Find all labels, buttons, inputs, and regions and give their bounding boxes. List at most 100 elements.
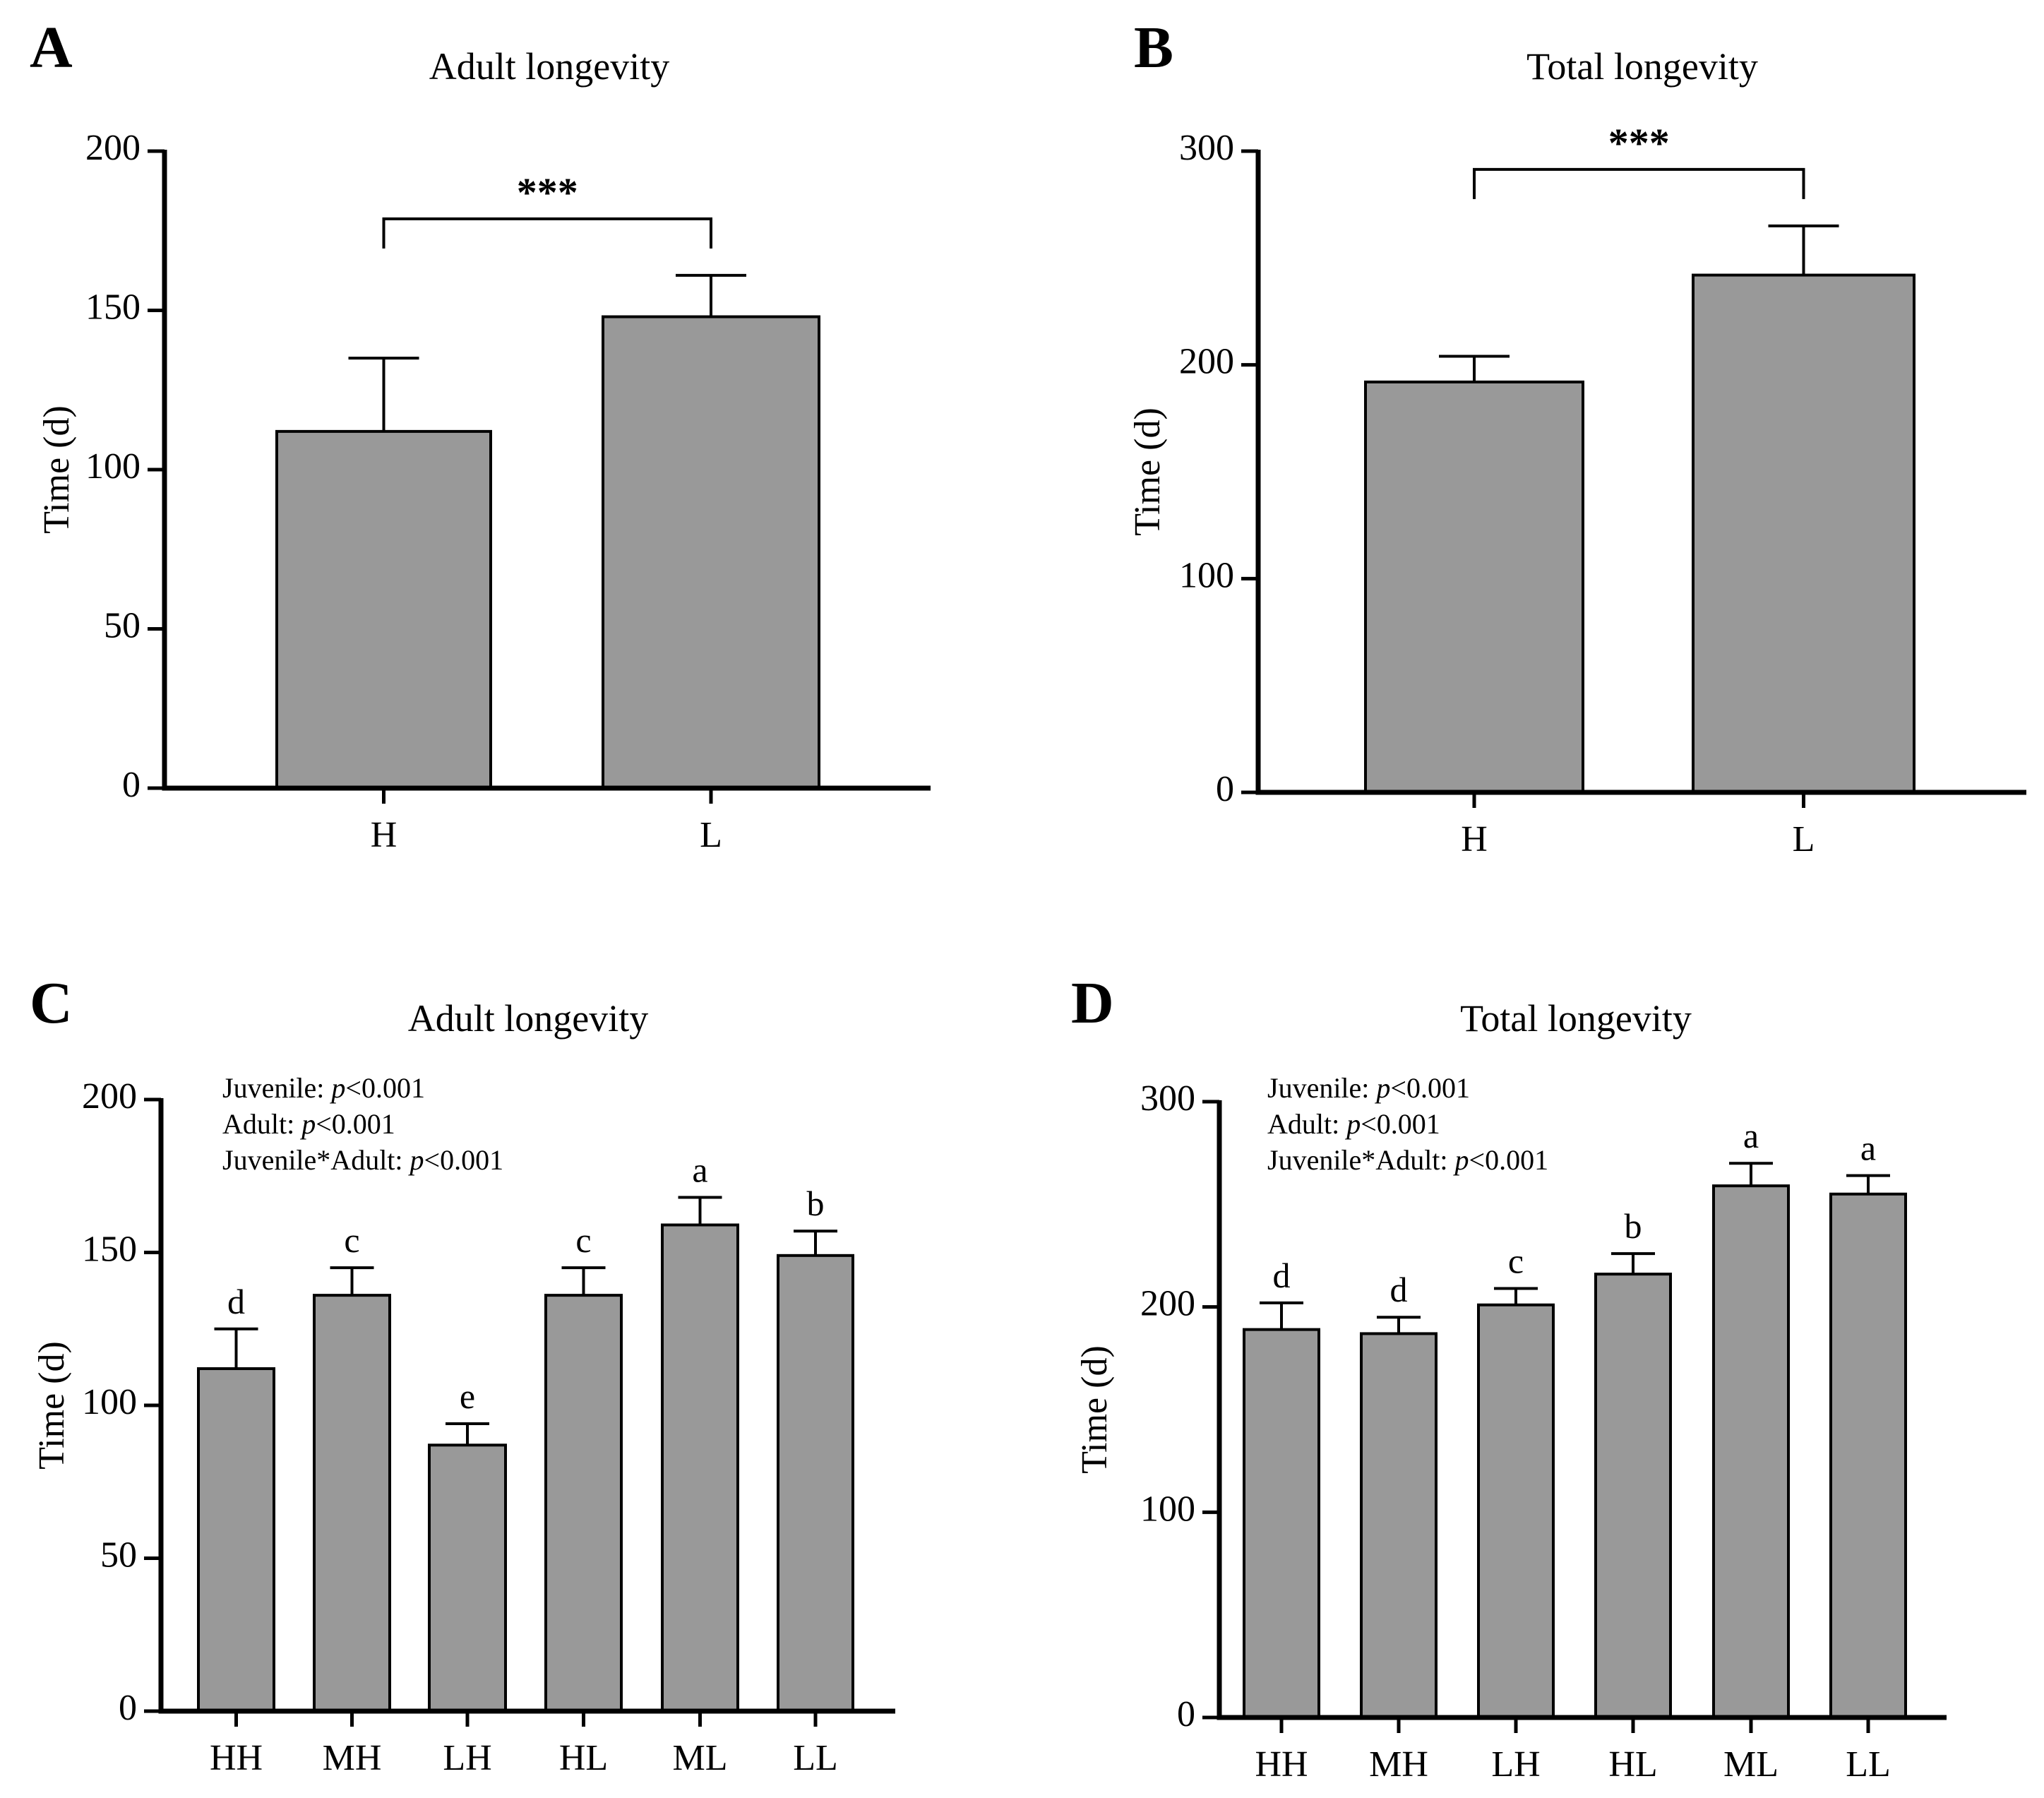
x-tick-label: MH — [323, 1738, 382, 1778]
y-tick-label: 0 — [122, 765, 141, 805]
x-tick-label: HH — [1255, 1744, 1308, 1785]
panel-label: D — [1071, 970, 1114, 1036]
x-tick-label: ML — [673, 1738, 728, 1778]
chart-title: Total longevity — [1460, 997, 1692, 1040]
stats-value: <0.001 — [424, 1144, 504, 1176]
y-tick-label: 50 — [104, 605, 141, 645]
bar-hh — [197, 1367, 275, 1713]
y-tick-label: 0 — [1216, 769, 1234, 809]
y-tick-label: 300 — [1140, 1078, 1195, 1119]
bar-lh — [428, 1443, 507, 1713]
stats-line: Juvenile*Adult: p<0.001 — [222, 1144, 503, 1176]
bar-mh — [313, 1294, 391, 1713]
x-tick-label: HL — [559, 1738, 608, 1778]
bar-h — [275, 429, 492, 790]
y-tick-label: 150 — [85, 287, 141, 327]
significance-label: *** — [1608, 120, 1670, 166]
group-letter: c — [344, 1220, 359, 1260]
x-tick-label: H — [371, 815, 398, 855]
stats-line: Adult: p<0.001 — [1267, 1108, 1440, 1140]
stats-factor: Juvenile*Adult: — [1267, 1144, 1455, 1176]
group-letter: c — [1508, 1242, 1524, 1281]
x-tick-label: L — [700, 815, 722, 855]
bar-lh — [1477, 1303, 1555, 1719]
x-tick-label: MH — [1369, 1744, 1428, 1785]
group-letter: a — [692, 1150, 707, 1190]
stats-value: <0.001 — [345, 1072, 425, 1104]
bar-hh — [1243, 1328, 1320, 1719]
stats-value: <0.001 — [1361, 1108, 1440, 1140]
panel-a: A Adult longevity Time (d) H L 0 50 100 150 200 **… — [30, 15, 931, 855]
stats-p: p — [408, 1144, 424, 1176]
stats-factor: Juvenile: — [1267, 1072, 1376, 1104]
stats-value: <0.001 — [1390, 1072, 1470, 1104]
chart-title: Total longevity — [1526, 45, 1758, 88]
panel-label: A — [30, 15, 73, 81]
stats-p: p — [1453, 1144, 1469, 1176]
panel-label: B — [1134, 15, 1173, 81]
x-tick-label: L — [1793, 819, 1815, 859]
group-letter: b — [807, 1184, 825, 1223]
y-axis-label: Time (d) — [37, 405, 77, 534]
bar-l — [602, 315, 820, 790]
group-letter: c — [575, 1220, 591, 1260]
y-axis-label: Time (d) — [1128, 407, 1168, 536]
group-letter: a — [1860, 1129, 1876, 1168]
chart-title: Adult longevity — [429, 45, 669, 88]
y-tick-label: 100 — [1179, 555, 1234, 595]
stats-line: Juvenile: p<0.001 — [1267, 1072, 1470, 1104]
y-tick-label: 100 — [85, 446, 141, 487]
stats-line: Adult: p<0.001 — [222, 1108, 395, 1140]
stats-value: <0.001 — [1469, 1144, 1549, 1176]
bar-mh — [1360, 1332, 1438, 1720]
panel-c: C Adult longevity Time (d) d HH c MH e LH c HL a ML b… — [30, 970, 895, 1778]
stats-p: p — [299, 1108, 316, 1140]
bar-ml — [661, 1223, 739, 1713]
y-tick-label: 300 — [1179, 128, 1234, 168]
stats-p: p — [329, 1072, 345, 1104]
x-tick-label: HL — [1608, 1744, 1657, 1785]
group-letter: d — [227, 1282, 245, 1321]
y-tick-label: 200 — [82, 1076, 137, 1117]
stats-factor: Adult: — [222, 1108, 301, 1140]
y-tick-label: 50 — [100, 1535, 137, 1575]
bar-ll — [777, 1254, 854, 1713]
y-tick-label: 200 — [1140, 1284, 1195, 1324]
group-letter: b — [1625, 1206, 1642, 1246]
bar-l — [1692, 273, 1915, 794]
x-tick-label: HH — [210, 1738, 263, 1778]
stats-p: p — [1344, 1108, 1361, 1140]
stats-factor: Juvenile: — [222, 1072, 331, 1104]
group-letter: d — [1273, 1256, 1291, 1295]
y-tick-label: 100 — [1140, 1489, 1195, 1529]
stats-line: Juvenile*Adult: p<0.001 — [1267, 1144, 1548, 1176]
y-tick-label: 150 — [82, 1229, 137, 1269]
x-tick-label: ML — [1723, 1744, 1779, 1785]
stats-value: <0.001 — [316, 1108, 395, 1140]
bar-hl — [544, 1294, 623, 1713]
y-axis-label: Time (d) — [32, 1341, 72, 1470]
x-tick-label: LL — [1846, 1744, 1891, 1785]
stats-factor: Juvenile*Adult: — [222, 1144, 410, 1176]
group-letter: a — [1743, 1116, 1759, 1155]
bar-ll — [1829, 1192, 1907, 1720]
significance-label: *** — [517, 169, 578, 215]
y-axis-label: Time (d) — [1075, 1345, 1115, 1474]
bar-ml — [1712, 1184, 1790, 1719]
panel-b: B Total longevity Time (d) H L 0 100 200 300 *** — [1128, 15, 2026, 859]
group-letter: d — [1390, 1270, 1408, 1309]
y-tick-label: 200 — [85, 128, 141, 168]
bar-h — [1364, 380, 1584, 794]
x-tick-label: LH — [1491, 1744, 1540, 1785]
stats-factor: Adult: — [1267, 1108, 1346, 1140]
bar-hl — [1594, 1273, 1672, 1720]
panel-label: C — [30, 970, 73, 1036]
x-tick-label: LH — [443, 1738, 491, 1778]
significance-bracket — [1473, 167, 1805, 199]
y-tick-label: 100 — [82, 1382, 137, 1422]
chart-title: Adult longevity — [408, 997, 648, 1040]
y-tick-label: 200 — [1179, 342, 1234, 382]
x-tick-label: H — [1461, 819, 1488, 859]
